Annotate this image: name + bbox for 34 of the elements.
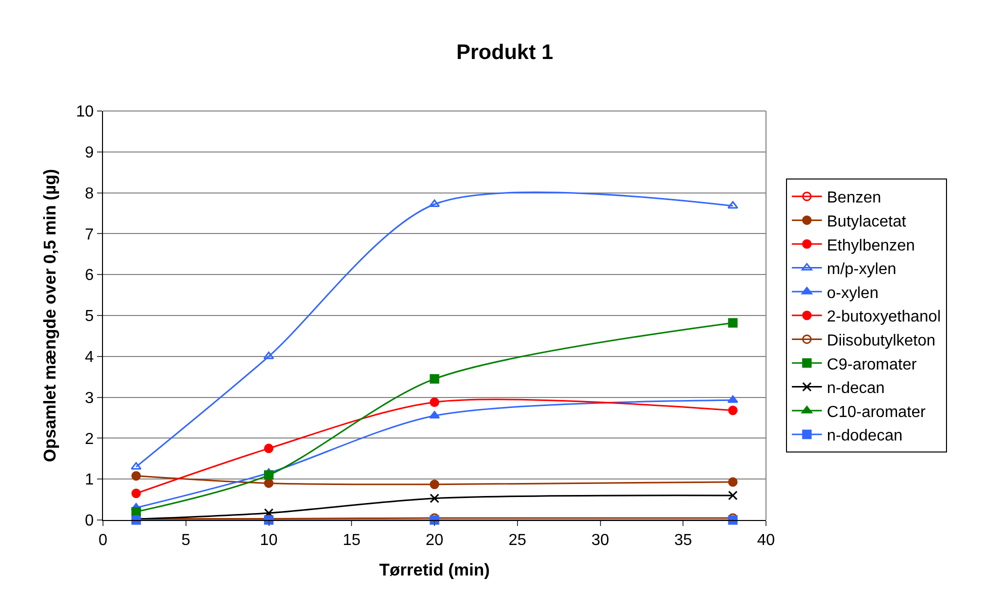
y-tick-label: 4 <box>84 349 94 366</box>
y-tick-label: 9 <box>84 144 94 162</box>
x-tick-label: 30 <box>591 532 610 550</box>
x-tick-label: 10 <box>260 532 278 550</box>
legend-label: o-xylen <box>826 284 878 302</box>
y-tick-label: 6 <box>84 267 94 284</box>
legend-label: Benzen <box>826 190 882 207</box>
x-tick-label: 15 <box>342 532 361 550</box>
legend-label: C10-aromater <box>826 404 926 421</box>
y-tick-label: 10 <box>76 104 94 121</box>
chart-title: Produkt 1 <box>456 41 554 64</box>
legend-label: m/p-xylen <box>826 261 896 278</box>
x-axis-title: Tørretid (min) <box>379 560 490 580</box>
legend-label: Butylacetat <box>826 213 907 230</box>
y-tick-label: 3 <box>84 390 94 407</box>
x-tick-label: 20 <box>426 532 444 550</box>
legend-label: C9-aromater <box>826 356 918 374</box>
legend-label: Ethylbenzen <box>826 237 915 254</box>
x-tick-label: 40 <box>757 532 775 550</box>
y-tick-label: 0 <box>84 512 94 530</box>
legend-label: 2-butoxyethanol <box>826 308 941 326</box>
y-tick-label: 5 <box>84 308 94 326</box>
y-tick-label: 2 <box>84 430 94 448</box>
legend-label: n-decan <box>826 380 885 398</box>
y-tick-label: 8 <box>84 185 94 202</box>
x-tick-label: 5 <box>181 532 190 550</box>
y-axis-title: Opsamlet mængde over 0,5 min (µg) <box>40 168 60 462</box>
x-tick-label: 25 <box>508 532 526 550</box>
legend-label: n-dodecan <box>826 428 903 445</box>
y-tick-label: 7 <box>84 226 94 244</box>
y-tick-label: 1 <box>84 472 94 489</box>
x-tick-label: 0 <box>98 532 108 550</box>
legend-label: Diisobutylketon <box>826 332 936 350</box>
x-tick-label: 35 <box>674 532 692 550</box>
